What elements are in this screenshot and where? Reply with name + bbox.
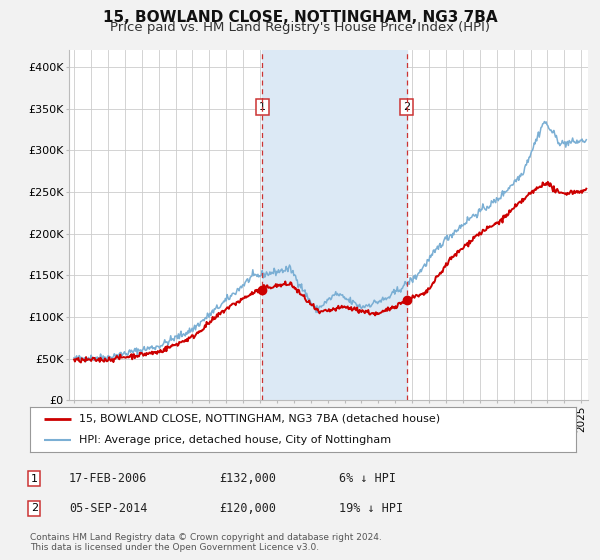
Text: 2: 2 — [403, 102, 410, 112]
Text: 6% ↓ HPI: 6% ↓ HPI — [339, 472, 396, 486]
Text: HPI: Average price, detached house, City of Nottingham: HPI: Average price, detached house, City… — [79, 435, 391, 445]
Text: Contains HM Land Registry data © Crown copyright and database right 2024.: Contains HM Land Registry data © Crown c… — [30, 533, 382, 542]
Text: 05-SEP-2014: 05-SEP-2014 — [69, 502, 148, 515]
Text: 1: 1 — [259, 102, 266, 112]
Text: This data is licensed under the Open Government Licence v3.0.: This data is licensed under the Open Gov… — [30, 543, 319, 552]
Text: 15, BOWLAND CLOSE, NOTTINGHAM, NG3 7BA (detached house): 15, BOWLAND CLOSE, NOTTINGHAM, NG3 7BA (… — [79, 414, 440, 424]
Text: £120,000: £120,000 — [219, 502, 276, 515]
Text: 1: 1 — [31, 474, 38, 484]
Text: 15, BOWLAND CLOSE, NOTTINGHAM, NG3 7BA: 15, BOWLAND CLOSE, NOTTINGHAM, NG3 7BA — [103, 10, 497, 25]
Text: 19% ↓ HPI: 19% ↓ HPI — [339, 502, 403, 515]
Text: 2: 2 — [31, 503, 38, 514]
Text: Price paid vs. HM Land Registry's House Price Index (HPI): Price paid vs. HM Land Registry's House … — [110, 21, 490, 34]
Text: 17-FEB-2006: 17-FEB-2006 — [69, 472, 148, 486]
Bar — [262, 50, 407, 400]
Text: £132,000: £132,000 — [219, 472, 276, 486]
